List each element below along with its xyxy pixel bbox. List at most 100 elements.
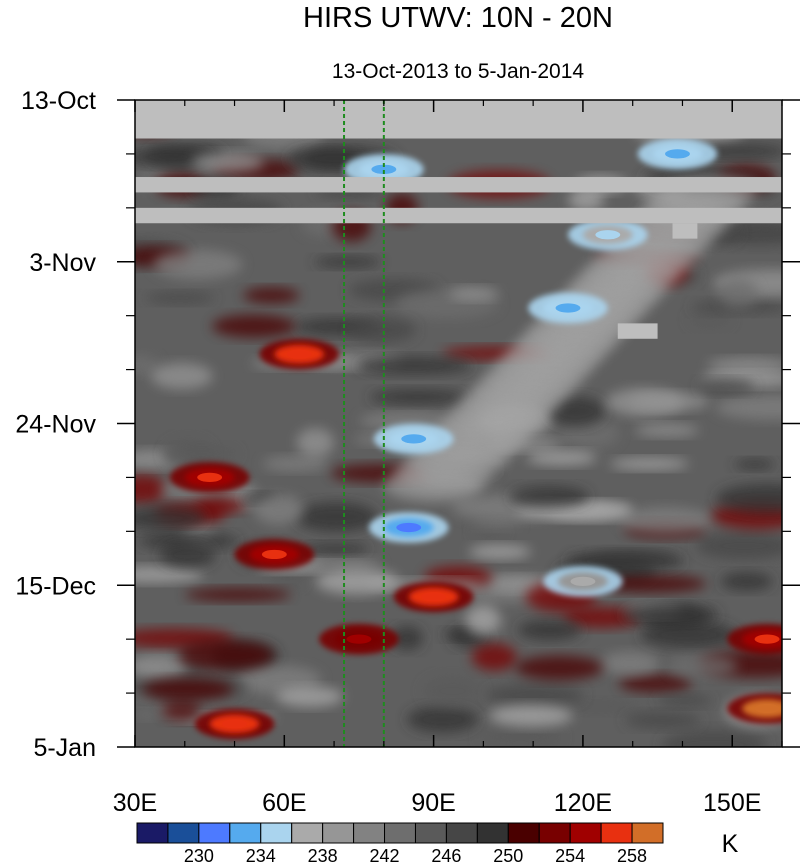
texture-blob [568,188,605,211]
chart-title: HIRS UTWV: 10N - 20N [303,2,613,34]
texture-blob [150,363,213,390]
texture-blob [153,249,243,280]
missing-data-patch [617,323,658,339]
colorbar-swatch [507,822,540,844]
colorbar-swatch [600,822,633,844]
features-layer [169,138,782,740]
feature-core [555,303,581,313]
texture-blob [253,494,304,525]
feature-blob [393,581,474,613]
colorbar: 230 234 238 242 246 250 254 258 [136,822,664,863]
texture-blob [212,314,296,338]
y-tick-label: 13-Oct [21,87,96,115]
feature-core [665,149,690,159]
colorbar-swatch [538,822,571,844]
colorbar-tick-label: 234 [246,846,276,863]
texture-blob [478,724,563,747]
texture-blob [716,483,782,514]
feature-blob [234,539,315,570]
texture-blob [707,358,782,374]
texture-blob [715,395,782,420]
texture-layer [135,100,782,747]
texture-blob [471,643,517,671]
texture-blob [624,711,702,729]
plot-area [135,100,782,747]
feature-blob [319,623,399,655]
feature-core [222,719,247,729]
y-tick-label: 24-Nov [15,411,96,439]
y-tick-label: 5-Jan [33,734,96,762]
colorbar-swatch [291,822,324,844]
x-tick-label: 60E [262,789,306,817]
texture-blob [296,557,382,570]
feature-blob [637,138,718,170]
missing-data-band [135,177,782,193]
colorbar-swatch [353,822,386,844]
colorbar-swatch [569,822,602,844]
texture-blob [276,686,344,707]
colorbar-swatch [167,822,200,844]
colorbar-swatch [384,822,416,844]
x-tick-label: 150E [703,789,761,817]
colorbar-swatch [476,822,509,844]
feature-core [261,549,287,560]
texture-blob [661,730,768,747]
texture-blob [640,621,738,649]
texture-blob [159,542,216,568]
feature-blob [373,423,454,455]
texture-blob [667,655,738,678]
texture-blob [369,389,467,405]
feature-blob [567,219,648,251]
colorbar-swatch [198,822,231,844]
feature-core [570,576,596,587]
texture-blob [163,445,239,463]
texture-blob [622,604,720,625]
colorbar-unit-label: K [722,830,739,858]
texture-blob [600,651,660,676]
texture-blob [356,356,473,375]
texture-blob [634,424,699,437]
feature-blob [259,338,340,370]
texture-blob [135,709,162,720]
x-tick-label: 120E [554,789,612,817]
colorbar-swatch [414,822,447,844]
texture-blob [135,148,211,166]
texture-blob [142,678,234,701]
texture-blob [619,507,714,534]
y-axis: 13-Oct 3-Nov 24-Nov 15-Dec 5-Jan [15,87,800,762]
texture-blob [563,606,642,628]
feature-core [346,634,372,644]
feature-core [396,522,422,533]
reference-lines [343,100,385,747]
feature-blob [543,565,623,597]
feature-core [421,592,447,602]
texture-blob [135,474,167,504]
feature-core [286,349,312,359]
colorbar-tick-label: 238 [308,846,338,863]
texture-blob [184,587,292,602]
texture-blob [656,694,712,707]
texture-blob [302,542,370,555]
feature-core [754,634,780,644]
feature-blob [368,512,449,543]
colorbar-swatch [445,822,478,844]
texture-blob [315,568,400,595]
feature-blob [194,708,275,740]
texture-blob [489,704,573,727]
texture-blob [243,287,300,304]
texture-blob [596,575,707,593]
texture-blob [734,459,775,470]
colorbar-swatch [631,822,664,844]
colorbar-swatch [260,822,293,844]
texture-blob [390,625,424,651]
feature-blob [727,623,782,655]
texture-blob [718,277,758,309]
feature-core [371,164,397,174]
texture-blob [566,550,684,572]
x-tick-label: 30E [113,789,157,817]
colorbar-swatch [136,822,169,844]
x-tick-label: 90E [411,789,455,817]
texture-blob [348,317,417,343]
colorbar-swatch [229,822,262,844]
